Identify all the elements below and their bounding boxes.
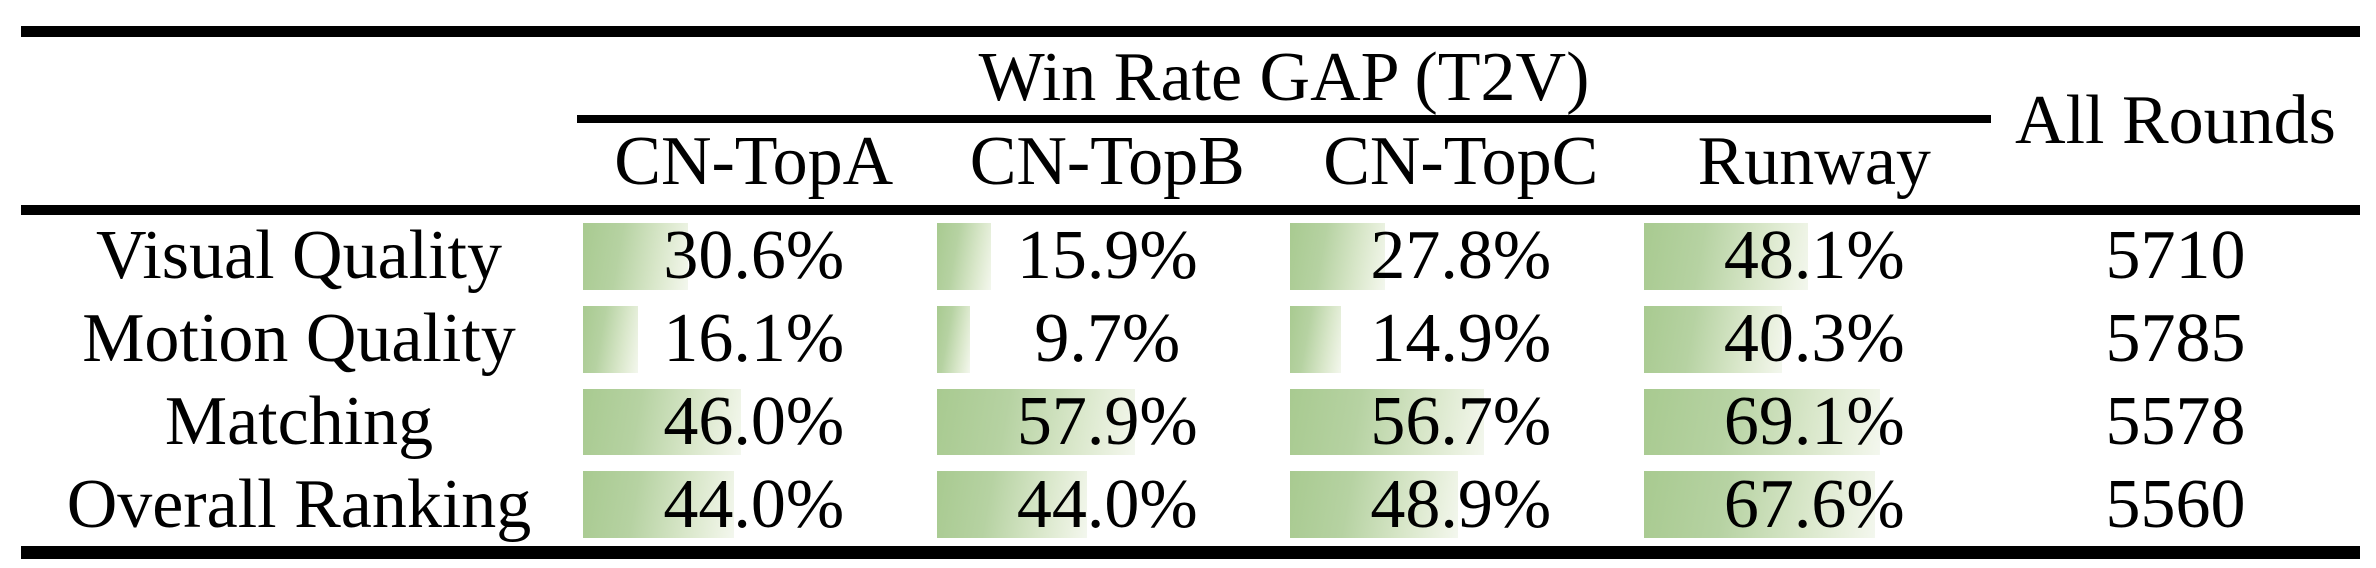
group-header-label: Win Rate GAP (T2V) bbox=[978, 39, 1590, 116]
winrate-value: 67.6% bbox=[1723, 465, 1905, 543]
row-label: Matching bbox=[164, 382, 434, 460]
table-bottom-rule bbox=[21, 546, 2360, 559]
header-separator-rule bbox=[21, 205, 2360, 215]
winrate-cell: 15.9% bbox=[931, 215, 1285, 298]
winrate-cell: 57.9% bbox=[931, 381, 1285, 464]
winrate-bar bbox=[1290, 471, 1458, 538]
winrate-value: 57.9% bbox=[1016, 382, 1198, 460]
winrate-cell: 44.0% bbox=[931, 463, 1285, 546]
winrate-cell: 9.7% bbox=[931, 298, 1285, 381]
column-header-cn-topa: CN-TopA bbox=[577, 123, 931, 205]
winrate-value: 44.0% bbox=[663, 465, 845, 543]
winrate-bar bbox=[936, 388, 1136, 456]
winrate-value: 16.1% bbox=[663, 300, 845, 378]
winrate-value: 48.1% bbox=[1723, 217, 1905, 295]
winrate-bar bbox=[583, 388, 741, 456]
table-row: Matching 46.0% 57.9% 56.7% 69.1% 5578 bbox=[21, 381, 2360, 464]
table-top-rule bbox=[21, 26, 2360, 37]
winrate-cell: 14.9% bbox=[1284, 298, 1638, 381]
winrate-bar bbox=[1643, 223, 1809, 290]
row-label: Motion Quality bbox=[82, 300, 516, 378]
winrate-cell: 16.1% bbox=[577, 298, 931, 381]
winrate-value: 44.0% bbox=[1016, 465, 1198, 543]
winrate-value: 9.7% bbox=[1034, 300, 1181, 378]
winrate-value: 69.1% bbox=[1723, 382, 1905, 460]
all-rounds-value: 5560 bbox=[2105, 465, 2246, 543]
column-header-cn-topb: CN-TopB bbox=[931, 123, 1285, 205]
winrate-cell: 44.0% bbox=[577, 463, 931, 546]
winrate-bar bbox=[583, 223, 688, 290]
winrate-bar bbox=[936, 305, 970, 373]
column-header-cn-topc: CN-TopC bbox=[1284, 123, 1638, 205]
winrate-bar bbox=[1290, 305, 1342, 373]
row-label: Overall Ranking bbox=[66, 465, 532, 543]
winrate-cell: 48.9% bbox=[1284, 463, 1638, 546]
winrate-value: 30.6% bbox=[663, 217, 845, 295]
winrate-cell: 27.8% bbox=[1284, 215, 1638, 298]
column-headers-row: CN-TopA CN-TopB CN-TopC Runway bbox=[577, 123, 1991, 205]
column-header-runway: Runway bbox=[1638, 123, 1992, 205]
winrate-bar bbox=[936, 223, 991, 290]
winrate-bar bbox=[583, 471, 734, 538]
all-rounds-value: 5578 bbox=[2105, 382, 2246, 460]
all-rounds-header-label: All Rounds bbox=[2015, 82, 2336, 159]
column-header-label: CN-TopB bbox=[969, 123, 1245, 200]
winrate-cell: 67.6% bbox=[1638, 463, 1992, 546]
table-row: Overall Ranking 44.0% 44.0% 48.9% 67.6% … bbox=[21, 463, 2360, 546]
winrate-cell: 30.6% bbox=[577, 215, 931, 298]
all-rounds-value: 5710 bbox=[2105, 217, 2246, 295]
winrate-bar bbox=[1643, 471, 1876, 538]
all-rounds-value: 5785 bbox=[2105, 300, 2246, 378]
winrate-bar bbox=[1290, 388, 1485, 456]
table-body: Visual Quality 30.6% 15.9% 27.8% 48.1% 5… bbox=[21, 215, 2360, 546]
winrate-cell: 46.0% bbox=[577, 381, 931, 464]
all-rounds-header: All Rounds bbox=[1991, 37, 2360, 205]
winrate-cell: 69.1% bbox=[1638, 381, 1992, 464]
column-header-label: CN-TopC bbox=[1323, 123, 1599, 200]
row-label: Visual Quality bbox=[95, 217, 503, 295]
winrate-value: 14.9% bbox=[1370, 300, 1552, 378]
table-row: Visual Quality 30.6% 15.9% 27.8% 48.1% 5… bbox=[21, 215, 2360, 298]
winrate-bar bbox=[1290, 223, 1386, 290]
winrate-cell: 56.7% bbox=[1284, 381, 1638, 464]
winrate-cell: 40.3% bbox=[1638, 298, 1992, 381]
winrate-bar bbox=[1643, 388, 1881, 456]
winrate-cell: 48.1% bbox=[1638, 215, 1992, 298]
column-header-label: Runway bbox=[1697, 123, 1931, 200]
group-header-underline-rule bbox=[577, 115, 1991, 123]
winrate-value: 40.3% bbox=[1723, 300, 1905, 378]
winrate-bar bbox=[583, 305, 639, 373]
group-header: Win Rate GAP (T2V) bbox=[577, 37, 1991, 115]
winrate-value: 27.8% bbox=[1370, 217, 1552, 295]
column-header-label: CN-TopA bbox=[614, 123, 894, 200]
winrate-bar bbox=[936, 471, 1088, 538]
winrate-bar bbox=[1643, 305, 1782, 373]
winrate-value: 56.7% bbox=[1370, 382, 1552, 460]
winrate-value: 15.9% bbox=[1016, 217, 1198, 295]
winrate-value: 46.0% bbox=[663, 382, 845, 460]
winrate-value: 48.9% bbox=[1370, 465, 1552, 543]
table-row: Motion Quality 16.1% 9.7% 14.9% 40.3% 57… bbox=[21, 298, 2360, 381]
